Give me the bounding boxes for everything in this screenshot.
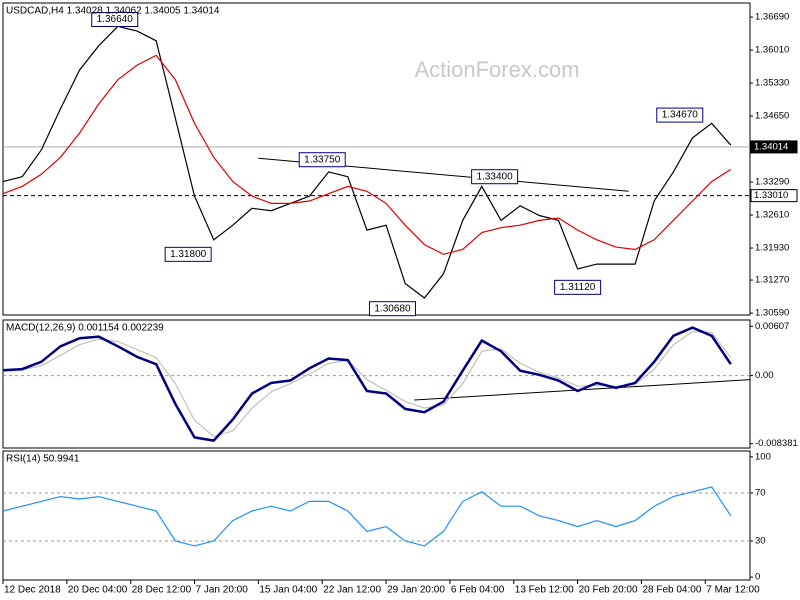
- price-label: 1.33010: [754, 190, 788, 201]
- y-tick-label: 0.00607: [755, 321, 789, 332]
- y-tick-label: 30: [755, 536, 766, 547]
- price-label: 1.34014: [754, 141, 788, 152]
- callout-box: [471, 169, 519, 185]
- callout-box: [91, 11, 139, 27]
- panel-title: MACD(12,26,9) 0.001154 0.002239: [6, 323, 164, 334]
- panel-title: USDCAD,H4 1.34028 1.34062 1.34005 1.3401…: [6, 6, 220, 17]
- x-tick-label: 15 Jan 04:00: [259, 585, 317, 596]
- price-label-box: [750, 189, 798, 203]
- panel: [2, 450, 751, 581]
- panel: [2, 319, 751, 449]
- watermark: ActionForex.com: [414, 57, 579, 82]
- series-line: [2, 326, 732, 442]
- x-tick-label: 12 Dec 2018: [4, 585, 61, 596]
- y-tick-label: 1.36690: [755, 12, 789, 23]
- y-tick-label: 1.30590: [755, 308, 789, 319]
- callout-label: 1.30680: [374, 303, 411, 314]
- x-tick-label: 20 Feb 20:00: [579, 585, 638, 596]
- y-tick-label: 1.31270: [755, 275, 789, 286]
- x-tick-label: 7 Mar 12:00: [706, 585, 760, 596]
- callout-box: [656, 107, 704, 123]
- series-line: [2, 54, 732, 255]
- x-tick-label: 29 Jan 20:00: [387, 585, 445, 596]
- callout-box: [164, 246, 212, 262]
- y-tick-label: 1.32610: [755, 210, 789, 221]
- y-tick-label: 1.34650: [755, 111, 789, 122]
- y-tick-label: 100: [755, 451, 771, 462]
- callout-label: 1.36640: [97, 14, 134, 25]
- panel-title: RSI(14) 50.9941: [6, 454, 80, 465]
- callout-box: [554, 279, 602, 295]
- callout-label: 1.33400: [477, 171, 514, 182]
- y-tick-label: 70: [755, 487, 766, 498]
- y-tick-label: 0.00: [755, 370, 774, 381]
- x-tick-label: 20 Dec 04:00: [68, 585, 128, 596]
- x-tick-label: 13 Feb 12:00: [515, 585, 574, 596]
- y-tick-label: 1.35330: [755, 78, 789, 89]
- y-tick-label: 1.36010: [755, 45, 789, 56]
- series-line: [2, 25, 732, 299]
- callout-label: 1.34670: [662, 110, 699, 121]
- callout-label: 1.33750: [304, 154, 341, 165]
- x-tick-label: 6 Feb 04:00: [451, 585, 505, 596]
- x-tick-label: 28 Feb 04:00: [642, 585, 701, 596]
- y-tick-label: 1.31930: [755, 243, 789, 254]
- callout-box: [368, 301, 416, 317]
- x-tick-label: 28 Dec 12:00: [132, 585, 192, 596]
- series-line: [2, 486, 732, 547]
- callout-label: 1.31800: [170, 249, 207, 260]
- y-tick-label: -0.008381: [755, 438, 798, 449]
- price-label-box: [750, 140, 798, 154]
- x-tick-label: 22 Jan 12:00: [323, 585, 381, 596]
- x-tick-label: 7 Jan 20:00: [196, 585, 249, 596]
- y-tick-label: 1.33290: [755, 177, 789, 188]
- callout-label: 1.31120: [560, 282, 596, 293]
- callout-box: [298, 152, 346, 168]
- y-tick-label: 0: [755, 572, 760, 583]
- panel: [2, 2, 751, 316]
